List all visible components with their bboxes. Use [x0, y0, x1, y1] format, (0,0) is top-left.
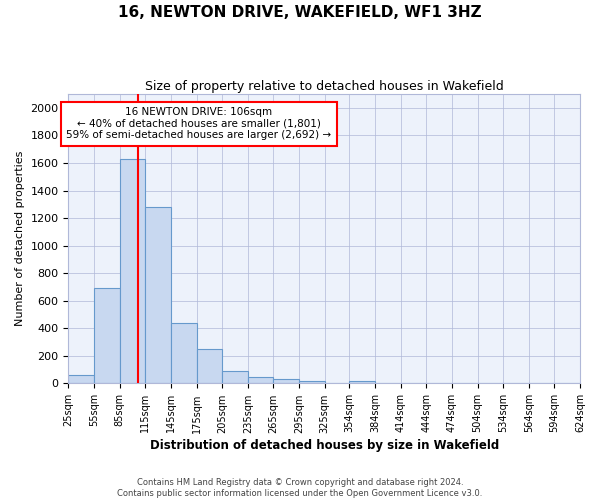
Bar: [349, 380, 375, 384]
Bar: [248, 376, 274, 384]
Bar: [274, 380, 299, 384]
Bar: [119, 159, 145, 384]
Y-axis label: Number of detached properties: Number of detached properties: [15, 151, 25, 326]
Text: 16, NEWTON DRIVE, WAKEFIELD, WF1 3HZ: 16, NEWTON DRIVE, WAKEFIELD, WF1 3HZ: [118, 5, 482, 20]
Bar: [222, 371, 248, 384]
Text: 16 NEWTON DRIVE: 106sqm
← 40% of detached houses are smaller (1,801)
59% of semi: 16 NEWTON DRIVE: 106sqm ← 40% of detache…: [66, 107, 331, 140]
Text: Contains HM Land Registry data © Crown copyright and database right 2024.
Contai: Contains HM Land Registry data © Crown c…: [118, 478, 482, 498]
X-axis label: Distribution of detached houses by size in Wakefield: Distribution of detached houses by size …: [149, 440, 499, 452]
Bar: [145, 207, 171, 384]
Bar: [197, 349, 222, 384]
Bar: [299, 380, 325, 384]
Title: Size of property relative to detached houses in Wakefield: Size of property relative to detached ho…: [145, 80, 503, 93]
Bar: [94, 288, 119, 384]
Bar: [171, 323, 197, 384]
Bar: [68, 374, 94, 384]
